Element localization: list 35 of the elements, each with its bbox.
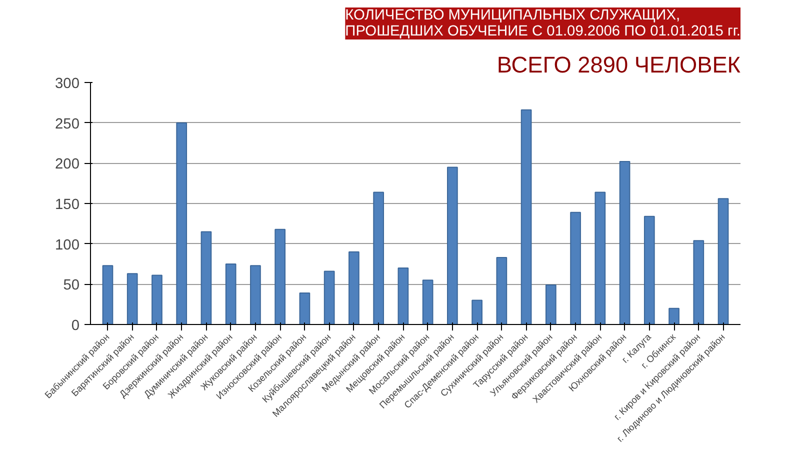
bar — [299, 292, 310, 324]
chart-title: КОЛИЧЕСТВО МУНИЦИПАЛЬНЫХ СЛУЖАЩИХ, ПРОШЕДШИХ ОБУЧЕНИЕ С 01.09.2006 ПО 01.01.2015 гг. — [345, 8, 741, 40]
bar — [398, 268, 409, 324]
bar — [422, 280, 434, 324]
bar — [496, 257, 508, 324]
bar — [619, 161, 630, 324]
bar — [126, 273, 138, 324]
chart-subtitle: ВСЕГО 2890 ЧЕЛОВЕК — [496, 52, 742, 78]
bar — [545, 284, 556, 324]
bar — [348, 251, 360, 324]
y-tick-label: 200 — [55, 156, 80, 173]
bar — [200, 231, 212, 324]
y-tick-label: 0 — [71, 318, 80, 334]
bar — [274, 228, 286, 324]
y-tick-label: 100 — [55, 237, 80, 254]
bar — [176, 122, 188, 324]
bar — [250, 265, 261, 324]
bar — [102, 265, 114, 324]
y-tick-label: 50 — [63, 278, 80, 294]
y-tick-label: 300 — [55, 76, 80, 92]
bar — [472, 300, 482, 324]
bar — [152, 274, 162, 324]
bar — [594, 192, 606, 324]
bar — [693, 240, 704, 324]
bar — [718, 198, 729, 324]
bar — [225, 264, 236, 324]
bar — [447, 166, 458, 324]
bar — [373, 192, 384, 324]
y-tick-label: 250 — [55, 116, 80, 132]
y-tick-label: 150 — [55, 197, 80, 213]
bar — [570, 212, 581, 324]
bar — [520, 109, 532, 324]
bar — [668, 308, 680, 324]
bar — [644, 216, 655, 324]
bar — [324, 270, 335, 324]
